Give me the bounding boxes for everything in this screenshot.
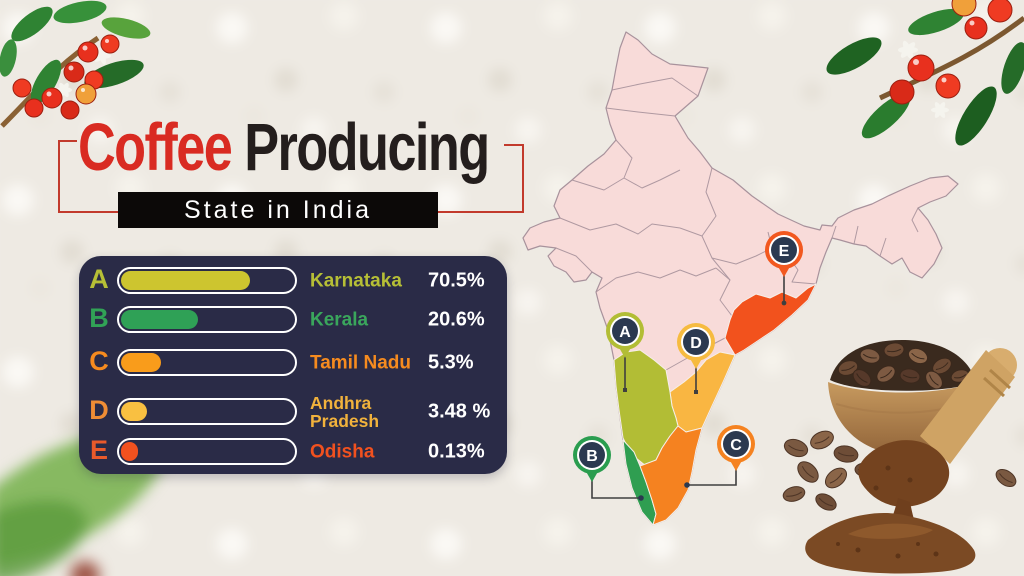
title-word-coffee: Coffee xyxy=(78,110,233,185)
bar-fill xyxy=(121,310,199,329)
india-map: A D E B C xyxy=(522,31,959,526)
title-word-producing: Producing xyxy=(244,110,490,185)
bracket-left-vertical xyxy=(58,140,60,213)
bar-track xyxy=(117,306,297,333)
bar-fill xyxy=(121,442,139,461)
state-label: Tamil Nadu xyxy=(310,352,411,374)
row-letter: B xyxy=(89,303,109,333)
chart-row-odisha: E Odisha 0.13% xyxy=(79,435,507,466)
scattered-beans xyxy=(782,430,1017,511)
subtitle-text: State in India xyxy=(184,195,372,224)
chart-row-kerala: B Kerala 20.6% xyxy=(79,303,507,334)
bar-track xyxy=(117,438,297,465)
value-label: 3.48 % xyxy=(428,400,491,423)
row-letter: E xyxy=(89,435,108,465)
coffee-powder-pile xyxy=(805,513,976,574)
bar-fill xyxy=(121,271,250,290)
bar-fill xyxy=(121,353,161,372)
svg-text:C: C xyxy=(730,437,742,454)
leaves xyxy=(826,8,1024,146)
state-label: Kerala xyxy=(310,309,369,331)
bracket-left-arm xyxy=(58,140,77,142)
map-pin-a: A xyxy=(606,312,644,358)
coffee-branch-top-left xyxy=(0,0,151,128)
state-label: Andhra Pradesh xyxy=(310,393,380,431)
bar-track xyxy=(117,267,297,294)
value-label: 70.5% xyxy=(428,269,485,292)
chart-row-tamil-nadu: C Tamil Nadu 5.3% xyxy=(79,346,507,377)
chart-row-andhra-pradesh: D Andhra Pradesh 3.48 % xyxy=(79,394,507,430)
page-title: Coffee Producing xyxy=(78,110,604,186)
flowers xyxy=(56,47,111,98)
state-borders xyxy=(555,77,919,371)
row-letter: A xyxy=(89,264,109,294)
state-label: Karnataka xyxy=(310,270,402,292)
coffee-cherries xyxy=(12,34,120,120)
svg-text:D: D xyxy=(690,335,702,352)
map-pin-c: C xyxy=(717,425,755,471)
svg-text:B: B xyxy=(586,448,598,465)
state-label: Odisha xyxy=(310,441,375,463)
flowers xyxy=(898,40,949,118)
bar-track xyxy=(117,349,297,376)
row-letter: D xyxy=(89,395,109,425)
value-label: 5.3% xyxy=(428,351,474,374)
value-label: 20.6% xyxy=(428,308,485,331)
map-pin-e: E xyxy=(765,231,803,277)
state-odisha xyxy=(724,283,817,356)
coffee-bowl-illustration xyxy=(782,340,1017,574)
bar-fill xyxy=(121,402,147,421)
bar-track xyxy=(117,398,297,425)
state-tamil-nadu xyxy=(639,425,703,526)
svg-text:E: E xyxy=(779,243,790,260)
bracket-right-arm xyxy=(504,144,524,146)
map-pin-b: B xyxy=(573,436,611,482)
svg-text:A: A xyxy=(619,324,631,341)
wooden-scoop xyxy=(920,348,1017,464)
map-pin-d: D xyxy=(677,323,715,369)
chart-row-karnataka: A Karnataka 70.5% xyxy=(79,264,507,295)
bracket-right-vertical xyxy=(522,144,524,213)
coffee-branch-top-right xyxy=(826,0,1024,146)
row-letter: C xyxy=(89,346,109,376)
value-label: 0.13% xyxy=(428,440,485,463)
subtitle-bar: State in India xyxy=(118,192,438,228)
chart-panel: A Karnataka 70.5% B Kerala 20.6% C Tamil… xyxy=(79,256,507,474)
